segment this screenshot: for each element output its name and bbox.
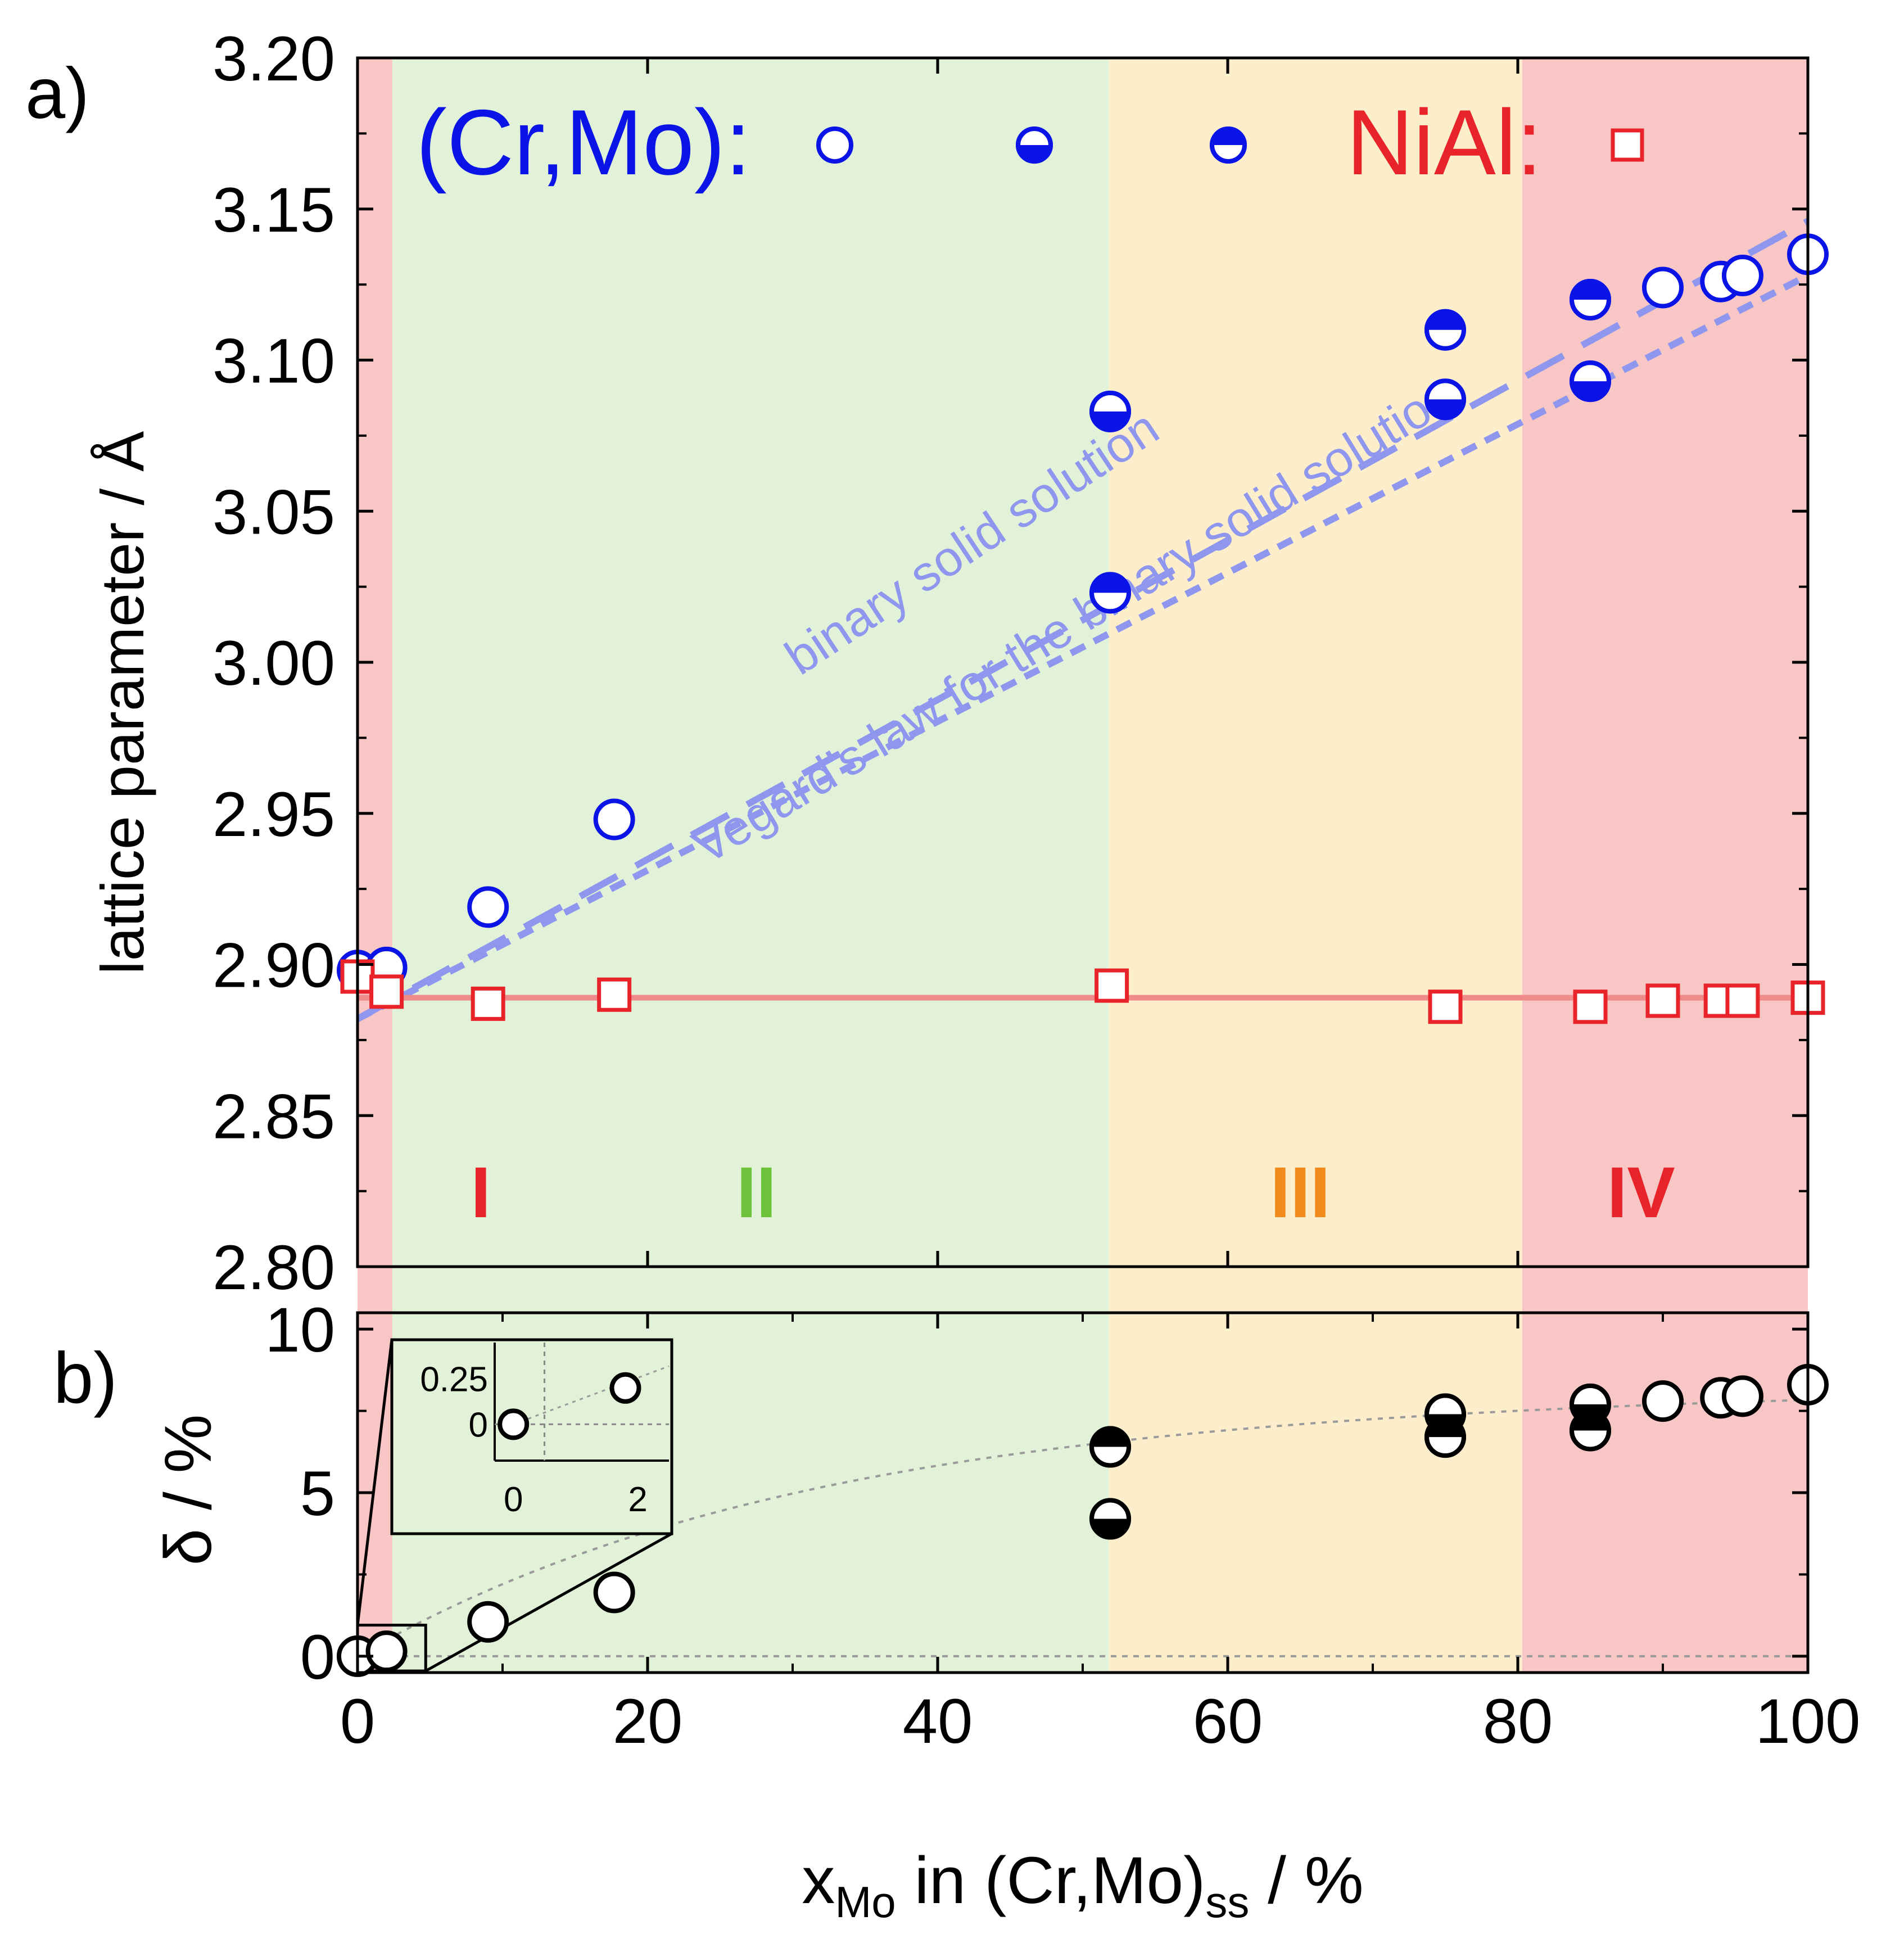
region-label-2: II [736,1153,776,1233]
axes-a: 3.20 3.15 3.10 3.05 3.00 2.95 2.90 2.85 2.80 [212,24,1810,1303]
panel-b-label: b) [53,1338,117,1418]
point-a-s4-8 [1645,983,1680,1018]
region-label-1: I [471,1153,491,1233]
inset-xtick-label-1: 2 [628,1480,647,1519]
x-axis-label: xMo in (Cr,Mo)ss / % [802,1843,1363,1927]
point-b-s1-5 [1642,1380,1684,1422]
point-a-s4-5 [1095,968,1129,1003]
point-a-s2-2 [1424,378,1466,421]
inset-frame [390,1338,673,1535]
point-a-s4-10 [1725,983,1760,1018]
zoom-connector-top [356,1339,394,1625]
point-a-s4-3 [471,986,505,1021]
point-a-s1-3 [467,886,509,928]
point-a-s1-4 [593,798,635,841]
fit-line-2 [358,272,1808,1022]
panel-a-label: a) [25,53,89,134]
point-b-s3-3 [1570,1409,1611,1452]
legend-marker-nial [1611,128,1644,162]
ytick-label-a-6: 2.90 [212,930,335,1001]
xtick-label-5: 100 [1756,1686,1861,1756]
legend-marker-top-filled [1210,126,1247,164]
region-1 [358,58,392,1673]
data-points [337,1364,1829,1677]
point-b-s1-7 [1721,1375,1763,1417]
region-labels: I II III IV [471,1153,1675,1233]
point-a-s3-2 [1424,309,1466,351]
ytick-label-a-0: 3.20 [212,24,335,94]
legend-nial-label: NiAl: [1346,91,1542,194]
legend-crmo-label: (Cr,Mo): [416,91,751,194]
point-a-s3-3 [1570,279,1611,320]
phase-regions [358,58,1808,1673]
ytick-label-a-1: 3.15 [212,175,335,245]
trend-lines [358,1399,1808,1657]
inset-point-2 [609,1372,641,1404]
ytick-label-b-1: 5 [300,1458,335,1529]
xtick-label-0: 0 [340,1686,375,1756]
point-a-s4-2 [369,974,404,1009]
region-label-4: IV [1607,1153,1675,1233]
xtick-label-3: 60 [1193,1686,1263,1756]
y-axis-label-b: δ / % [151,1415,225,1566]
point-a-s4-4 [597,977,632,1012]
point-a-s1-7 [1721,255,1763,296]
point-b-s1-4 [593,1571,635,1614]
ytick-label-a-4: 3.00 [212,628,335,698]
ytick-label-a-7: 2.85 [212,1081,335,1151]
ytick-label-a-5: 2.95 [212,779,335,849]
point-a-s2-1 [1089,390,1132,432]
inset-point-1 [498,1408,530,1440]
point-a-s2-3 [1570,360,1611,403]
zoom-connector-bottom [425,1532,673,1673]
point-a-s3-1 [1089,572,1132,614]
inset-xtick-label-0: 0 [504,1480,523,1519]
xtick-label-2: 40 [903,1686,973,1756]
inset-ytick-label-0: 0.25 [420,1361,488,1399]
legend-marker-bottom-filled [1016,126,1053,164]
ytick-label-a-3: 3.05 [212,477,335,547]
ytick-label-b-0: 10 [265,1295,335,1365]
inset-zoom: 0.25 00 2 [356,1338,673,1673]
ytick-label-a-8: 2.80 [212,1232,335,1303]
legend-marker-single [816,126,853,164]
xtick-label-4: 80 [1483,1686,1553,1756]
ytick-label-a-2: 3.10 [212,326,335,396]
ytick-label-b-2: 0 [300,1622,335,1692]
y-axis-label-a: lattice parameter / Å [88,431,156,974]
inset-ytick-label-1: 0 [469,1406,488,1444]
point-a-s4-7 [1573,989,1608,1024]
point-b-s3-2 [1424,1416,1466,1458]
region-label-3: III [1270,1153,1331,1233]
point-b-s1-3 [467,1601,509,1643]
xtick-label-1: 20 [613,1686,683,1756]
point-b-s1-2 [365,1630,408,1673]
point-b-s3-1 [1089,1426,1132,1468]
point-b-s2-1 [1089,1498,1132,1540]
fit-line-1 [358,218,1808,1022]
legend: (Cr,Mo): NiAl: [416,91,1644,194]
point-a-s1-5 [1642,266,1684,309]
point-a-s4-6 [1428,989,1463,1024]
